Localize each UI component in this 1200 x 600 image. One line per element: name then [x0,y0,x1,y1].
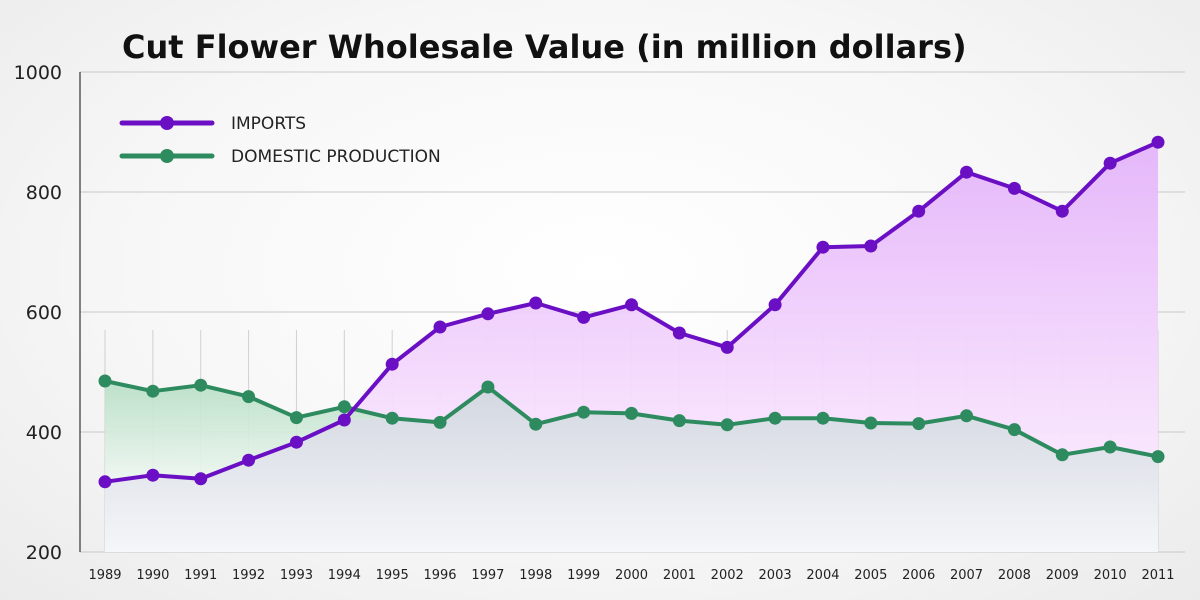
y-axis-ticks: 200 400 600 800 1000 [14,62,62,564]
imports-point-1997 [481,307,495,321]
imports-point-2000 [625,298,638,312]
imports-point-2001 [672,326,686,340]
domestic-point-2008 [1007,423,1021,437]
imports-point-2003 [768,298,782,312]
domestic-point-2001 [672,414,686,428]
imports-point-1990 [146,468,160,482]
domestic-point-2010 [1103,440,1117,454]
x-tick-2000: 2000 [615,568,648,583]
imports-point-1989 [98,475,112,489]
x-tick-1995: 1995 [376,568,409,583]
imports-point-2011 [1151,135,1165,149]
imports-point-1999 [577,310,591,324]
imports-point-2005 [864,239,878,253]
imports-point-1991 [194,472,208,486]
x-tick-2005: 2005 [854,568,887,583]
imports-point-1993 [289,435,303,449]
x-tick-2010: 2010 [1094,568,1127,583]
domestic-point-1991 [194,378,208,392]
imports-point-1995 [385,357,399,371]
imports-area [105,142,1158,482]
x-tick-1989: 1989 [88,568,121,583]
chart-title: Cut Flower Wholesale Value (in million d… [122,28,967,66]
x-tick-2002: 2002 [711,568,744,583]
domestic-point-1997 [481,380,495,394]
x-tick-2006: 2006 [902,568,935,583]
x-tick-1999: 1999 [567,568,600,583]
legend-item-imports: IMPORTS [119,114,306,134]
x-tick-1993: 1993 [280,568,313,583]
x-axis-ticks: 1989 1990 1991 1992 1993 1994 1995 1996 1997 1998… [88,568,1174,583]
domestic-point-1992 [242,390,256,404]
legend-imports-label: IMPORTS [231,114,306,134]
imports-point-1996 [433,320,447,334]
imports-point-2010 [1103,156,1117,170]
imports-point-2009 [1055,204,1069,218]
domestic-point-2009 [1055,448,1069,462]
domestic-point-1995 [385,411,399,425]
x-tick-1998: 1998 [519,568,552,583]
x-tick-1990: 1990 [136,568,169,583]
series-points [98,135,1165,489]
x-tick-2004: 2004 [806,568,839,583]
x-tick-2003: 2003 [759,568,792,583]
y-tick-200: 200 [26,542,62,564]
x-tick-1994: 1994 [328,568,361,583]
area-fills [105,142,1158,552]
domestic-point-1998 [529,417,543,431]
domestic-point-2002 [720,418,734,432]
domestic-point-1994 [337,400,351,414]
domestic-point-1990 [146,384,160,398]
x-tick-2007: 2007 [950,568,983,583]
domestic-point-1999 [577,405,591,419]
domestic-point-1993 [289,411,303,425]
y-tick-800: 800 [26,182,62,204]
imports-point-2007 [960,165,974,179]
imports-point-2008 [1007,181,1021,195]
x-tick-1996: 1996 [423,568,456,583]
legend-domestic-marker [160,149,174,163]
imports-point-1994 [337,413,351,427]
domestic-point-2003 [768,411,782,425]
imports-point-1998 [529,296,543,310]
y-tick-1000: 1000 [14,62,62,84]
domestic-point-2004 [816,411,830,425]
x-tick-2009: 2009 [1046,568,1079,583]
x-tick-2011: 2011 [1141,568,1174,583]
imports-point-2002 [720,340,734,354]
y-tick-600: 600 [26,302,62,324]
imports-point-2006 [912,204,926,218]
x-tick-1991: 1991 [184,568,217,583]
legend-item-domestic-production: DOMESTIC PRODUCTION [119,147,441,167]
imports-point-2004 [816,240,830,254]
imports-point-1992 [242,453,256,467]
domestic-point-1989 [98,374,112,388]
legend-imports-marker [160,116,174,130]
domestic-point-2006 [912,417,926,431]
domestic-point-2000 [625,406,638,420]
x-tick-2008: 2008 [998,568,1031,583]
x-tick-2001: 2001 [663,568,696,583]
legend-domestic-label: DOMESTIC PRODUCTION [231,147,441,167]
baseline-area [105,387,1158,552]
domestic-point-1996 [433,415,447,429]
x-tick-1997: 1997 [471,568,504,583]
legend: IMPORTS DOMESTIC PRODUCTION [119,114,441,167]
domestic-point-2011 [1151,450,1165,464]
domestic-point-2007 [960,409,974,423]
y-tick-400: 400 [26,422,62,444]
x-tick-1992: 1992 [232,568,265,583]
domestic-point-2005 [864,416,878,430]
